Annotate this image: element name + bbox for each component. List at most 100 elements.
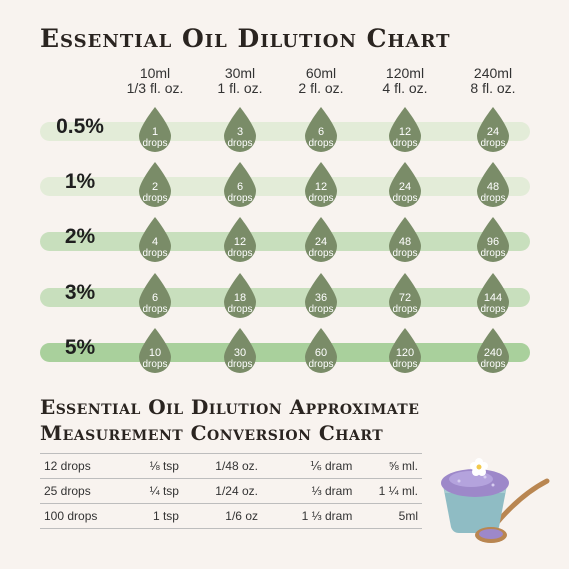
drop-unit: drops bbox=[480, 138, 506, 149]
conversion-cell: 1 ¼ ml. bbox=[356, 478, 422, 504]
conversion-row: 100 drops 1 tsp 1/6 oz 1 ⅓ dram 5ml bbox=[40, 503, 422, 529]
conversion-cell: 12 drops bbox=[40, 453, 116, 479]
drop-count: 30 bbox=[233, 347, 247, 359]
column-oz: 4 fl. oz. bbox=[382, 80, 428, 96]
droplet-icon bbox=[224, 162, 256, 207]
drop-badge: 6 drops bbox=[221, 162, 259, 208]
droplet-icon bbox=[305, 217, 337, 262]
drop-badge: 48 drops bbox=[386, 217, 424, 263]
droplet-icon bbox=[305, 107, 337, 152]
drop-count: 18 bbox=[233, 292, 247, 304]
droplet-icon bbox=[224, 328, 256, 373]
droplet-icon bbox=[477, 162, 509, 207]
drop-unit: drops bbox=[227, 304, 253, 315]
conversion-cell: 5ml bbox=[356, 503, 422, 529]
conversion-cell: ⅙ dram bbox=[262, 453, 357, 479]
drop-badge: 24 drops bbox=[302, 217, 340, 263]
dilution-percent: 3% bbox=[64, 281, 96, 304]
drop-unit: drops bbox=[142, 359, 168, 370]
column-oz: 8 fl. oz. bbox=[470, 80, 516, 96]
conversion-cell: 1/48 oz. bbox=[182, 453, 262, 479]
drop-badge: 12 drops bbox=[221, 217, 259, 263]
drop-badge: 1 drops bbox=[136, 107, 174, 153]
droplet-icon bbox=[389, 162, 421, 207]
drop-unit: drops bbox=[142, 248, 168, 259]
column-ml: 10ml bbox=[139, 65, 171, 81]
drop-badge: 6 drops bbox=[136, 273, 174, 319]
drop-count: 24 bbox=[486, 126, 500, 138]
drop-count: 3 bbox=[236, 126, 244, 138]
drop-count: 144 bbox=[483, 292, 503, 304]
column-oz: 1/3 fl. oz. bbox=[126, 80, 184, 96]
droplet-icon bbox=[139, 217, 171, 262]
drop-unit: drops bbox=[227, 359, 253, 370]
drop-badge: 6 drops bbox=[302, 107, 340, 153]
drop-unit: drops bbox=[480, 193, 506, 204]
drop-unit: drops bbox=[480, 359, 506, 370]
drop-count: 6 bbox=[236, 181, 244, 193]
drop-badge: 30 drops bbox=[221, 328, 259, 374]
drop-count: 1 bbox=[151, 126, 159, 138]
droplet-icon bbox=[305, 328, 337, 373]
drop-badge: 3 drops bbox=[221, 107, 259, 153]
column-ml: 60ml bbox=[305, 65, 337, 81]
drop-unit: drops bbox=[392, 248, 418, 259]
drop-count: 120 bbox=[395, 347, 415, 359]
droplet-icon bbox=[224, 217, 256, 262]
drop-unit: drops bbox=[308, 138, 334, 149]
drop-badge: 36 drops bbox=[302, 273, 340, 319]
drop-unit: drops bbox=[308, 193, 334, 204]
droplet-icon bbox=[139, 107, 171, 152]
drop-unit: drops bbox=[142, 138, 168, 149]
drop-count: 2 bbox=[151, 181, 159, 193]
drop-badge: 24 drops bbox=[386, 162, 424, 208]
drop-badge: 96 drops bbox=[474, 217, 512, 263]
droplet-icon bbox=[477, 273, 509, 318]
drop-badge: 60 drops bbox=[302, 328, 340, 374]
chart-title: Essential Oil Dilution Chart bbox=[40, 24, 451, 53]
drop-count: 12 bbox=[314, 181, 328, 193]
drop-badge: 10 drops bbox=[136, 328, 174, 374]
conversion-cell: 25 drops bbox=[40, 478, 116, 504]
conversion-row: 12 drops ⅛ tsp 1/48 oz. ⅙ dram ⅝ ml. bbox=[40, 453, 422, 479]
conversion-title: Essential Oil Dilution Approximate Measu… bbox=[40, 394, 419, 446]
dilution-percent: 1% bbox=[64, 170, 96, 193]
drop-unit: drops bbox=[392, 359, 418, 370]
drop-count: 12 bbox=[398, 126, 412, 138]
droplet-icon bbox=[139, 273, 171, 318]
column-oz: 2 fl. oz. bbox=[298, 80, 344, 96]
column-header: 240ml 8 fl. oz. bbox=[453, 66, 533, 96]
drop-count: 36 bbox=[314, 292, 328, 304]
drop-badge: 12 drops bbox=[386, 107, 424, 153]
drop-unit: drops bbox=[227, 248, 253, 259]
column-ml: 240ml bbox=[473, 65, 513, 81]
drop-count: 48 bbox=[398, 236, 412, 248]
drop-unit: drops bbox=[392, 304, 418, 315]
column-ml: 120ml bbox=[385, 65, 425, 81]
dilution-percent: 0.5% bbox=[56, 115, 104, 138]
drop-badge: 120 drops bbox=[386, 328, 424, 374]
drop-count: 10 bbox=[148, 347, 162, 359]
drop-unit: drops bbox=[227, 138, 253, 149]
droplet-icon bbox=[477, 107, 509, 152]
drop-badge: 18 drops bbox=[221, 273, 259, 319]
drop-count: 48 bbox=[486, 181, 500, 193]
drop-badge: 48 drops bbox=[474, 162, 512, 208]
drop-unit: drops bbox=[227, 193, 253, 204]
droplet-icon bbox=[389, 107, 421, 152]
conversion-cell: ⅛ tsp bbox=[115, 453, 183, 479]
conversion-cell: ⅝ ml. bbox=[356, 453, 422, 479]
column-header: 120ml 4 fl. oz. bbox=[365, 66, 445, 96]
drop-unit: drops bbox=[142, 304, 168, 315]
conversion-cell: ¼ tsp bbox=[115, 478, 183, 504]
drop-badge: 240 drops bbox=[474, 328, 512, 374]
conversion-cell: 1 ⅓ dram bbox=[262, 503, 357, 529]
drop-count: 6 bbox=[151, 292, 159, 304]
droplet-icon bbox=[139, 162, 171, 207]
drop-unit: drops bbox=[392, 138, 418, 149]
droplet-icon bbox=[305, 162, 337, 207]
conversion-row: 25 drops ¼ tsp 1/24 oz. ⅓ dram 1 ¼ ml. bbox=[40, 478, 422, 504]
conversion-table: 12 drops ⅛ tsp 1/48 oz. ⅙ dram ⅝ ml. 25 drops… bbox=[40, 453, 422, 529]
conversion-cell: 100 drops bbox=[40, 503, 116, 529]
droplet-icon bbox=[477, 217, 509, 262]
